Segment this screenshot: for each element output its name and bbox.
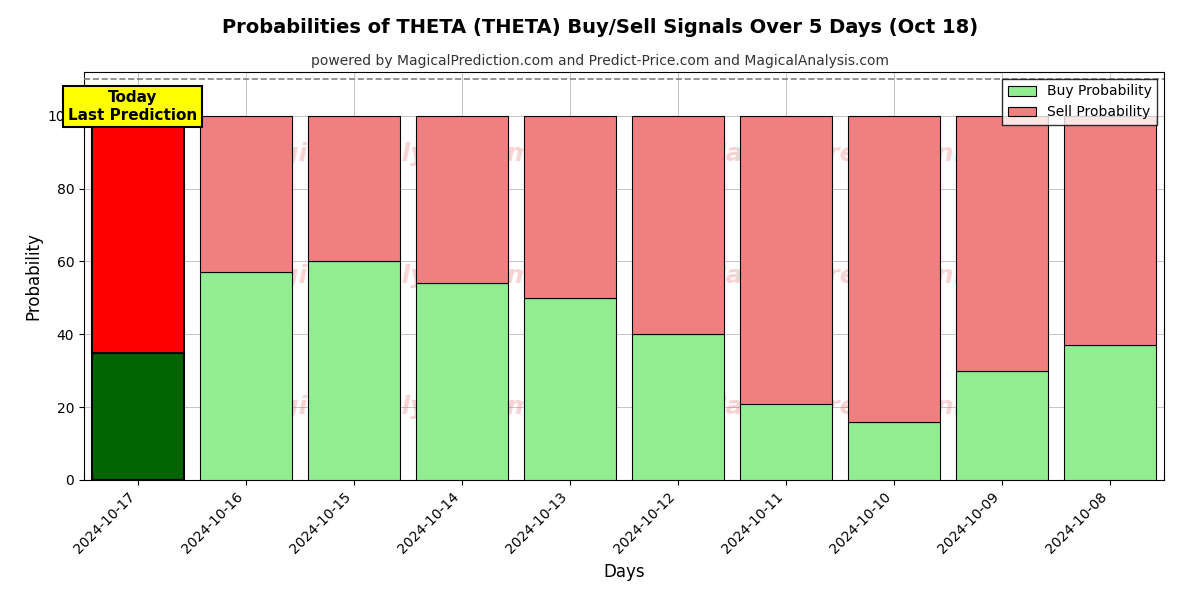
Bar [200,116,292,272]
Bar [956,116,1048,371]
Text: MagicalAnalysis.com: MagicalAnalysis.com [240,395,533,419]
Bar [1064,116,1156,345]
Bar [416,116,508,283]
Text: MagicalPrediction.com: MagicalPrediction.com [702,264,1021,288]
Bar [1064,345,1156,480]
Text: MagicalAnalysis.com: MagicalAnalysis.com [240,142,533,166]
Bar [416,283,508,480]
Text: MagicalPrediction.com: MagicalPrediction.com [702,395,1021,419]
Bar [524,116,616,298]
Legend: Buy Probability, Sell Probability: Buy Probability, Sell Probability [1002,79,1157,125]
Bar [524,298,616,480]
Bar [92,116,184,352]
Bar [200,272,292,480]
Text: MagicalAnalysis.com: MagicalAnalysis.com [240,264,533,288]
Bar [632,116,724,334]
Bar [308,116,400,262]
X-axis label: Days: Days [604,563,644,581]
Bar [848,116,940,422]
Bar [848,422,940,480]
Text: Today
Last Prediction: Today Last Prediction [68,90,197,122]
Bar [740,116,832,403]
Text: Probabilities of THETA (THETA) Buy/Sell Signals Over 5 Days (Oct 18): Probabilities of THETA (THETA) Buy/Sell … [222,18,978,37]
Bar [632,334,724,480]
Bar [92,352,184,480]
Y-axis label: Probability: Probability [24,232,42,320]
Bar [956,371,1048,480]
Text: powered by MagicalPrediction.com and Predict-Price.com and MagicalAnalysis.com: powered by MagicalPrediction.com and Pre… [311,54,889,68]
Bar [740,403,832,480]
Text: MagicalPrediction.com: MagicalPrediction.com [702,142,1021,166]
Bar [308,262,400,480]
